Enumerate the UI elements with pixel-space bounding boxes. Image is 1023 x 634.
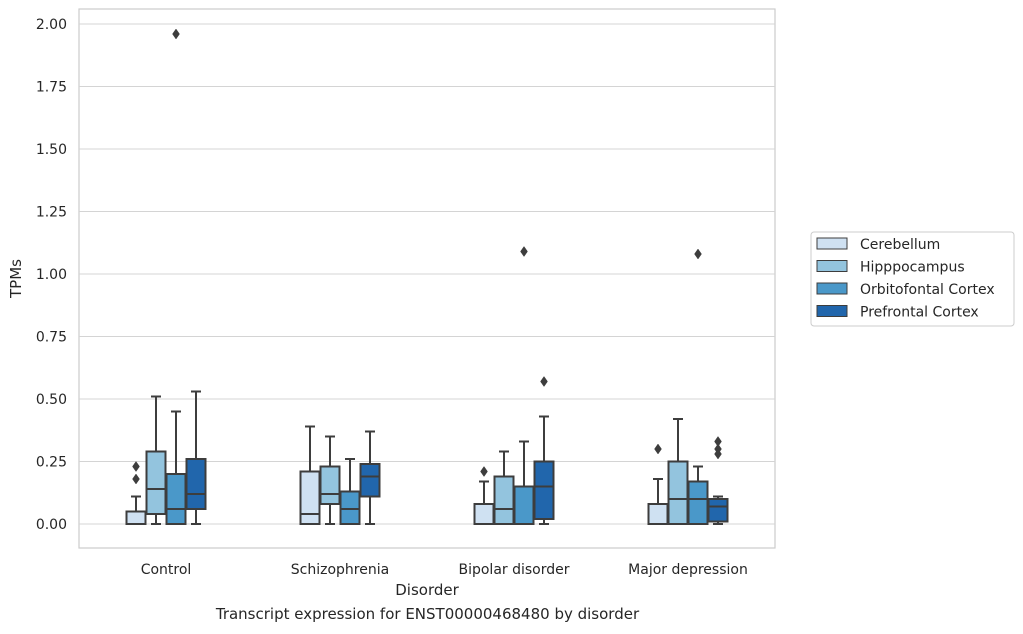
x-axis-label: Disorder bbox=[395, 581, 459, 599]
outlier-point bbox=[520, 246, 528, 257]
box-iqr bbox=[667, 460, 689, 525]
x-tick-label: Major depression bbox=[628, 562, 748, 578]
outlier-point bbox=[540, 376, 548, 387]
box-iqr bbox=[125, 510, 147, 525]
x-tick-label: Schizophrenia bbox=[291, 562, 389, 578]
box-prefrontal-cortex bbox=[707, 436, 729, 525]
box-iqr bbox=[165, 473, 187, 525]
box-prefrontal-cortex bbox=[359, 430, 381, 525]
box-iqr bbox=[493, 475, 515, 525]
x-tick-labels: Control Schizophrenia Bipolar disorder Majo… bbox=[141, 562, 748, 578]
y-tick-label: 2.00 bbox=[36, 17, 67, 33]
y-axis-label: TPMs bbox=[7, 259, 25, 299]
legend-swatch bbox=[816, 237, 848, 250]
legend-frame bbox=[810, 231, 1015, 327]
outlier-point bbox=[132, 473, 140, 485]
outlier-point bbox=[480, 466, 488, 477]
box-iqr bbox=[513, 485, 535, 525]
legend-label: Hipppocampus bbox=[860, 260, 965, 276]
box-iqr bbox=[319, 465, 341, 505]
box-iqr bbox=[359, 463, 381, 498]
box-iqr bbox=[687, 480, 709, 525]
legend: Cerebellum Hipppocampus Orbitofontal Corte… bbox=[810, 231, 1015, 327]
y-tick-label: 0.25 bbox=[36, 455, 67, 471]
outlier-point bbox=[172, 28, 180, 40]
legend-swatch bbox=[816, 260, 848, 272]
x-tick-label: Control bbox=[141, 562, 192, 578]
box-iqr bbox=[185, 458, 207, 510]
y-tick-label: 1.25 bbox=[36, 205, 67, 221]
legend-label: Prefrontal Cortex bbox=[860, 305, 979, 321]
y-tick-label: 1.75 bbox=[36, 80, 67, 96]
box-iqr bbox=[339, 490, 361, 525]
box-cerebellum bbox=[473, 466, 495, 525]
box-orbitofontal-cortex bbox=[687, 248, 709, 525]
outlier-point bbox=[132, 461, 140, 472]
box-iqr bbox=[473, 503, 495, 525]
outlier-point bbox=[714, 436, 722, 447]
outlier-point bbox=[694, 248, 702, 260]
box-iqr bbox=[647, 503, 669, 525]
y-tick-label: 1.00 bbox=[36, 267, 67, 283]
box-iqr bbox=[299, 470, 321, 525]
boxes-layer bbox=[125, 28, 729, 525]
y-tick-label: 0.75 bbox=[36, 330, 67, 346]
y-tick-labels: 0.00 0.25 0.50 0.75 1.00 1.25 1.50 1.75 2.00 bbox=[36, 17, 67, 533]
x-tick-label: Bipolar disorder bbox=[458, 562, 569, 578]
box-prefrontal-cortex bbox=[185, 390, 207, 525]
legend-swatch bbox=[816, 305, 848, 317]
box-iqr bbox=[707, 498, 729, 523]
legend-label: Orbitofontal Cortex bbox=[860, 282, 995, 298]
figure-caption: Transcript expression for ENST0000046848… bbox=[215, 605, 640, 623]
y-tick-label: 0.00 bbox=[36, 517, 67, 533]
outlier-point bbox=[654, 443, 662, 455]
box-iqr bbox=[533, 460, 555, 520]
y-tick-label: 0.50 bbox=[36, 392, 67, 408]
box-orbitofontal-cortex bbox=[339, 458, 361, 525]
box-hipppocampus bbox=[319, 435, 341, 525]
box-cerebellum bbox=[125, 461, 147, 525]
box-hipppocampus bbox=[145, 395, 167, 525]
legend-label: Cerebellum bbox=[860, 237, 940, 253]
y-tick-label: 1.50 bbox=[36, 142, 67, 158]
outlier-point bbox=[714, 443, 722, 455]
legend-swatch bbox=[816, 282, 848, 295]
box-prefrontal-cortex bbox=[533, 376, 555, 525]
box-iqr bbox=[145, 450, 167, 515]
